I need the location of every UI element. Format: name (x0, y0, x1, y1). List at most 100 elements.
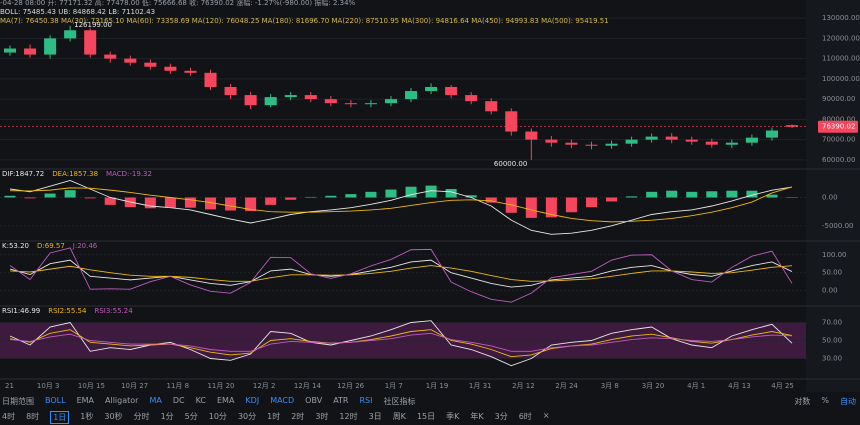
toolbar-item[interactable]: 1秒 (80, 412, 94, 421)
macd-bar (525, 197, 537, 218)
x-tick-label: 12月 2 (253, 382, 276, 390)
toolbar-item[interactable]: 3日 (368, 412, 382, 421)
macd-bar (345, 194, 357, 198)
candle-body (485, 101, 498, 112)
toolbar-item[interactable]: RSI (359, 396, 373, 405)
toolbar-item[interactable]: KDJ (245, 396, 260, 405)
x-tick-label: 11月 20 (207, 382, 234, 390)
x-tick-label: 3月 20 (642, 382, 665, 390)
toolbar-item[interactable]: 10分 (208, 412, 227, 421)
x-tick-label: 11月 8 (167, 382, 190, 390)
x-tick-label: 4月 25 (771, 382, 794, 390)
indicator-line (9, 180, 793, 235)
header-text: DEA:1857.38 (52, 170, 98, 178)
toolbar-item[interactable]: 6时 (518, 412, 532, 421)
toolbar-item[interactable]: 日期范围 (2, 397, 34, 406)
macd-bar (265, 197, 277, 205)
header-text: MA(7): 76450.38 MA(30): 73165.10 MA(60):… (0, 17, 609, 25)
header-text: -04-28 08:00 开: 77171.32 高: 77478.00 低: … (0, 0, 356, 7)
toolbar-item[interactable]: 12时 (339, 412, 358, 421)
indicator-line (9, 265, 793, 282)
header-text: BOLL: 75485.43 UB: 84868.42 LB: 71102.43 (0, 8, 155, 16)
toolbar-item[interactable]: 30秒 (104, 412, 123, 421)
toolbar-item[interactable]: 1日 (50, 411, 70, 424)
header-text: MACD:-19.32 (106, 170, 152, 178)
indicator-line (9, 329, 793, 358)
candle-body (84, 30, 97, 55)
candle-body (344, 103, 357, 105)
toolbar-item[interactable]: 3时 (315, 412, 329, 421)
axis-area (806, 0, 860, 392)
toolbar-item[interactable]: KC (195, 396, 206, 405)
toolbar-item[interactable]: EMA (76, 396, 94, 405)
x-tick-label: 2月 12 (512, 382, 535, 390)
indicator-line (9, 332, 793, 352)
min-label: 60000.00 (494, 160, 527, 168)
candle-body (164, 66, 177, 71)
toolbar-item[interactable]: BOLL (45, 396, 66, 405)
macd-bar (726, 190, 738, 198)
candle-body (585, 144, 598, 146)
toolbar-item[interactable]: 年K (470, 412, 484, 421)
macd-bar (245, 197, 257, 212)
toolbar-item[interactable]: OBV (305, 396, 323, 405)
toolbar-item[interactable]: 15日 (416, 412, 436, 421)
candle-body (304, 95, 317, 100)
indicator-line (9, 259, 793, 288)
candle-body (605, 143, 618, 146)
max-label: 126199.00 (74, 21, 112, 29)
candle-body (184, 70, 197, 73)
toolbar-item[interactable]: MA (149, 396, 162, 405)
macd-bar (666, 190, 678, 198)
toolbar-item[interactable]: × (542, 411, 550, 420)
candle-body (705, 141, 718, 145)
toolbar-item[interactable]: ATR (333, 396, 349, 405)
macd-bar (144, 197, 156, 209)
toolbar-item[interactable]: 30分 (237, 412, 257, 421)
macd-bar (204, 197, 217, 210)
x-tick-label: 4月 1 (687, 382, 705, 390)
candle-body (645, 136, 658, 140)
toolbar-item[interactable]: 2时 (291, 412, 305, 421)
toolbar-item[interactable]: 4时 (2, 412, 16, 421)
x-tick-label: 10月 15 (78, 382, 105, 390)
macd-bar (606, 197, 618, 202)
header-text: RSI3:55.24 (94, 307, 133, 315)
toolbar-item[interactable]: 5分 (184, 412, 198, 421)
toolbar-item[interactable]: DC (172, 396, 185, 405)
macd-bar (24, 197, 36, 199)
toolbar-item[interactable]: 自动 (840, 397, 856, 406)
toolbar-item[interactable]: 社区指标 (383, 397, 416, 406)
toolbar-item[interactable]: MACD (270, 396, 295, 405)
toolbar-item[interactable]: Alligator (105, 396, 139, 405)
toolbar-item[interactable]: EMA (216, 396, 235, 405)
candle-body (384, 99, 397, 104)
macd-bar (485, 197, 497, 203)
interval-row: 4时 8时 1日 1秒 30秒 分时 1分 5分 10分 30分 1时 2时 3时 12时 3日 周K 15日 季… (2, 411, 550, 424)
candle-body (104, 54, 117, 59)
toolbar-item[interactable]: 8时 (26, 412, 40, 421)
toolbar-item[interactable]: % (821, 396, 829, 405)
macd-bar (545, 197, 557, 218)
toolbar-item[interactable]: 分时 (133, 412, 150, 421)
toolbar-item[interactable]: 对数 (794, 397, 811, 406)
candle-body (565, 142, 578, 145)
macd-bar (4, 195, 16, 198)
candle-body (525, 131, 538, 140)
x-tick-label: 4月 13 (728, 382, 751, 390)
y-tick-label: 100000.00 (822, 75, 860, 83)
toolbar-item[interactable]: 季K (446, 412, 460, 421)
macd-bar (626, 196, 638, 198)
toolbar-item[interactable]: 周K (392, 412, 406, 421)
y-tick-label: 50.00 (822, 337, 842, 345)
y-tick-label: 120000.00 (822, 34, 860, 42)
header-text: RSI2:55.54 (48, 307, 87, 315)
candle-body (665, 136, 678, 140)
x-tick-label: 1月 7 (385, 382, 403, 390)
toolbar-item[interactable]: 1时 (267, 412, 281, 421)
toolbar-item[interactable]: 1分 (160, 412, 174, 421)
y-tick-label: 0.00 (822, 194, 838, 202)
toolbar-item[interactable]: 3分 (494, 412, 508, 421)
candle-body (204, 72, 217, 87)
